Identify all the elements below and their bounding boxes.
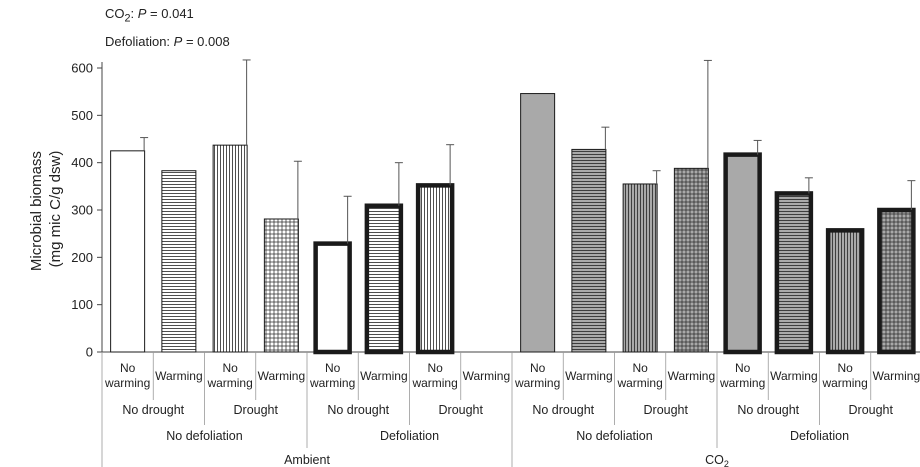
- bar-4: [263, 218, 299, 353]
- y-tick-label-100: 100: [71, 297, 93, 312]
- defoliation-group-label-2: Defoliation: [380, 429, 439, 443]
- co2-group-label-1: Ambient: [284, 453, 330, 467]
- bar-1-fill: [110, 150, 145, 352]
- bar-6-pattern: [366, 205, 401, 352]
- bar-9-fill: [520, 93, 555, 352]
- bar-3-pattern: [213, 145, 248, 352]
- defoliation-label: Defoliation:: [105, 34, 174, 49]
- bar-15: [825, 228, 865, 355]
- x-tick-label-14: Warming: [770, 369, 818, 383]
- bar-6: [364, 203, 404, 355]
- bar-1: [110, 150, 146, 353]
- bar-15-pattern: [828, 230, 863, 352]
- drought-group-label-6: Drought: [644, 403, 689, 417]
- co2-label: CO: [105, 6, 125, 21]
- bar-14-pattern: [776, 193, 811, 352]
- bar-4-pattern: [264, 218, 299, 352]
- bar-2-pattern: [161, 170, 196, 352]
- bars: [110, 59, 916, 355]
- y-tick-label-400: 400: [71, 155, 93, 170]
- bar-16: [877, 207, 916, 355]
- co2-p-letter: P: [137, 6, 147, 21]
- y-tick-label-500: 500: [71, 108, 93, 123]
- bar-2: [161, 170, 197, 353]
- drought-group-label-7: No drought: [737, 403, 799, 417]
- x-tick-label-9: No warming: [514, 361, 560, 390]
- y-tick-label-0: 0: [86, 345, 93, 360]
- x-tick-label-8: Warming: [463, 369, 511, 383]
- defoliation-group-label-1: No defoliation: [166, 429, 242, 443]
- x-tick-label-2: Warming: [155, 369, 203, 383]
- defoliation-p-annotation: Defoliation: P = 0.008: [105, 34, 230, 49]
- drought-group-label-4: Drought: [439, 403, 484, 417]
- defoliation-p-letter: P: [173, 34, 183, 49]
- drought-group-label-8: Drought: [849, 403, 894, 417]
- x-tick-label-13: No warming: [719, 361, 765, 390]
- bar-5-fill: [315, 243, 350, 352]
- bar-10: [571, 148, 607, 353]
- defoliation-group-label-3: No defoliation: [576, 429, 652, 443]
- bar-9: [520, 93, 556, 353]
- bar-7: [415, 183, 455, 355]
- co2-p-value: = 0.041: [146, 6, 194, 21]
- bar-11: [622, 183, 658, 353]
- bar-10-pattern: [571, 149, 606, 352]
- defoliation-p-value: = 0.008: [182, 34, 230, 49]
- y-tick-label-600: 600: [71, 61, 93, 76]
- x-tick-label-3: No warming: [206, 361, 252, 390]
- drought-group-label-1: No drought: [122, 403, 184, 417]
- drought-group-label-5: No drought: [532, 403, 594, 417]
- y-axis-label-line2: (mg mic C/g dsw): [47, 151, 64, 268]
- drought-group-label-3: No drought: [327, 403, 389, 417]
- x-tick-label-1: No warming: [104, 361, 150, 390]
- co2-p-annotation: CO2: P = 0.041: [105, 6, 194, 25]
- x-tick-label-5: No warming: [309, 361, 355, 390]
- bar-12: [673, 167, 709, 353]
- bar-13: [723, 152, 762, 355]
- y-axis-label: Microbial biomass (mg mic C/g dsw): [28, 147, 64, 271]
- defoliation-group-label-4: Defoliation: [790, 429, 849, 443]
- bar-16-pattern: [879, 210, 914, 352]
- x-tick-label-6: Warming: [360, 369, 408, 383]
- x-tick-label-7: No warming: [411, 361, 457, 390]
- x-tick-label-4: Warming: [258, 369, 306, 383]
- y-axis-label-line1: Microbial biomass: [28, 151, 45, 271]
- x-tick-label-15: No warming: [821, 361, 867, 390]
- bar-7-pattern: [418, 185, 453, 352]
- bar-14: [774, 191, 814, 355]
- bar-5: [313, 241, 352, 355]
- co2-subscript: 2: [124, 12, 131, 25]
- bar-3: [212, 144, 248, 353]
- y-tick-label-200: 200: [71, 250, 93, 265]
- y-tick-label-300: 300: [71, 203, 93, 218]
- drought-group-label-2: Drought: [234, 403, 279, 417]
- bar-13-fill: [725, 154, 760, 352]
- x-tick-label-11: No warming: [616, 361, 662, 390]
- bar-11-pattern: [623, 183, 658, 352]
- co2-group-label-2: CO2: [705, 453, 729, 467]
- bar-12-pattern: [674, 168, 709, 352]
- x-tick-label-12: Warming: [668, 369, 716, 383]
- x-tick-label-10: Warming: [565, 369, 613, 383]
- x-tick-label-16: Warming: [873, 369, 920, 383]
